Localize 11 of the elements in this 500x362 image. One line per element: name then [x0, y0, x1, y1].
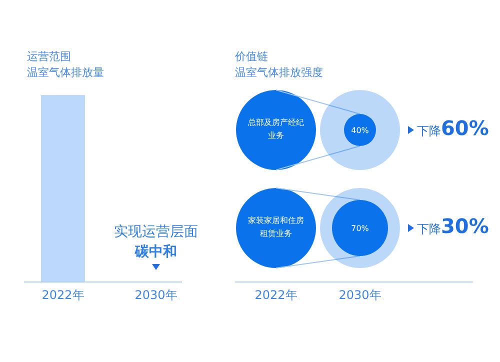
text: 下降60%: [417, 116, 489, 140]
chart-subtitle: 温室气体排放量: [27, 66, 104, 79]
annotation: 实现运营层面碳中和: [114, 224, 198, 260]
chart-title: 运营范围: [27, 50, 71, 63]
text: 价值链: [234, 50, 268, 63]
data-label: 70%: [351, 224, 370, 233]
text: 温室气体排放强度: [235, 66, 323, 79]
text: 下降30%: [417, 214, 489, 238]
text: 总部及房产经纪业务: [247, 117, 305, 142]
data-label: 40%: [351, 126, 370, 135]
text: 家装家居和住房租赁业务: [247, 215, 305, 240]
